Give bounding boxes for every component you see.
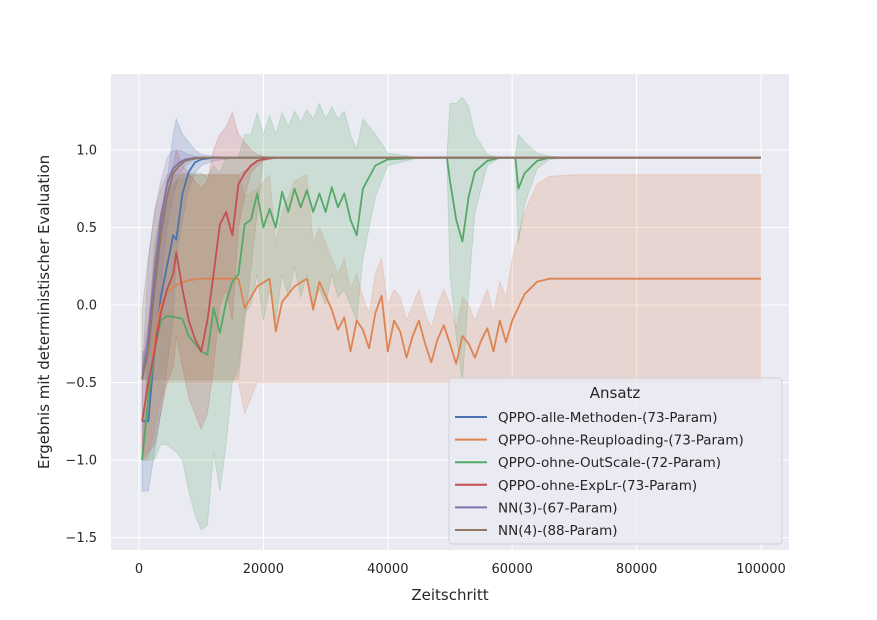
series-3-line	[141, 156, 761, 422]
x-tick-label: 60000	[492, 562, 533, 577]
series-2-band	[141, 96, 761, 531]
x-tick-label: 80000	[616, 562, 657, 577]
series-5-line	[141, 156, 761, 380]
y-axis-ticks: −1.5 −1.0 −0.5 0.0 0.5 1.0	[65, 143, 97, 546]
x-tick-label: 100000	[736, 562, 786, 577]
y-axis-label: Ergebnis mit deterministischer Evaluatio…	[35, 155, 53, 469]
x-axis-label: Zeitschritt	[411, 586, 488, 604]
grid-lines	[111, 74, 789, 550]
legend-entry-0: QPPO-alle-Methoden-(73-Param)	[498, 410, 717, 426]
x-axis-ticks: 0 20000 40000 60000 80000 100000	[135, 562, 786, 577]
series-lines	[141, 156, 761, 461]
legend-entry-3: QPPO-ohne-ExpLr-(73-Param)	[498, 478, 697, 494]
y-tick-label: 0.0	[76, 299, 97, 314]
x-tick-label: 0	[135, 562, 143, 577]
y-tick-label: −1.0	[65, 454, 97, 469]
x-tick-label: 40000	[367, 562, 408, 577]
y-tick-label: −0.5	[65, 376, 97, 391]
series-4-band	[141, 149, 761, 380]
y-tick-label: 0.5	[76, 221, 97, 236]
x-tick-label: 20000	[243, 562, 284, 577]
legend-entry-5: NN(4)-(88-Param)	[498, 523, 618, 539]
legend: Ansatz QPPO-alle-Methoden-(73-Param)QPPO…	[448, 377, 783, 545]
legend-box	[448, 377, 783, 545]
legend-title: Ansatz	[590, 384, 641, 402]
legend-entry-4: NN(3)-(67-Param)	[498, 500, 618, 516]
y-tick-label: −1.5	[65, 531, 97, 546]
series-1-line	[141, 277, 761, 461]
y-tick-label: 1.0	[76, 143, 97, 158]
legend-items: QPPO-alle-Methoden-(73-Param) QPPO-ohne-R…	[455, 410, 744, 539]
legend-entry-1: QPPO-ohne-Reuploading-(73-Param)	[498, 433, 744, 449]
legend-entry-2: QPPO-ohne-OutScale-(72-Param)	[498, 455, 721, 471]
